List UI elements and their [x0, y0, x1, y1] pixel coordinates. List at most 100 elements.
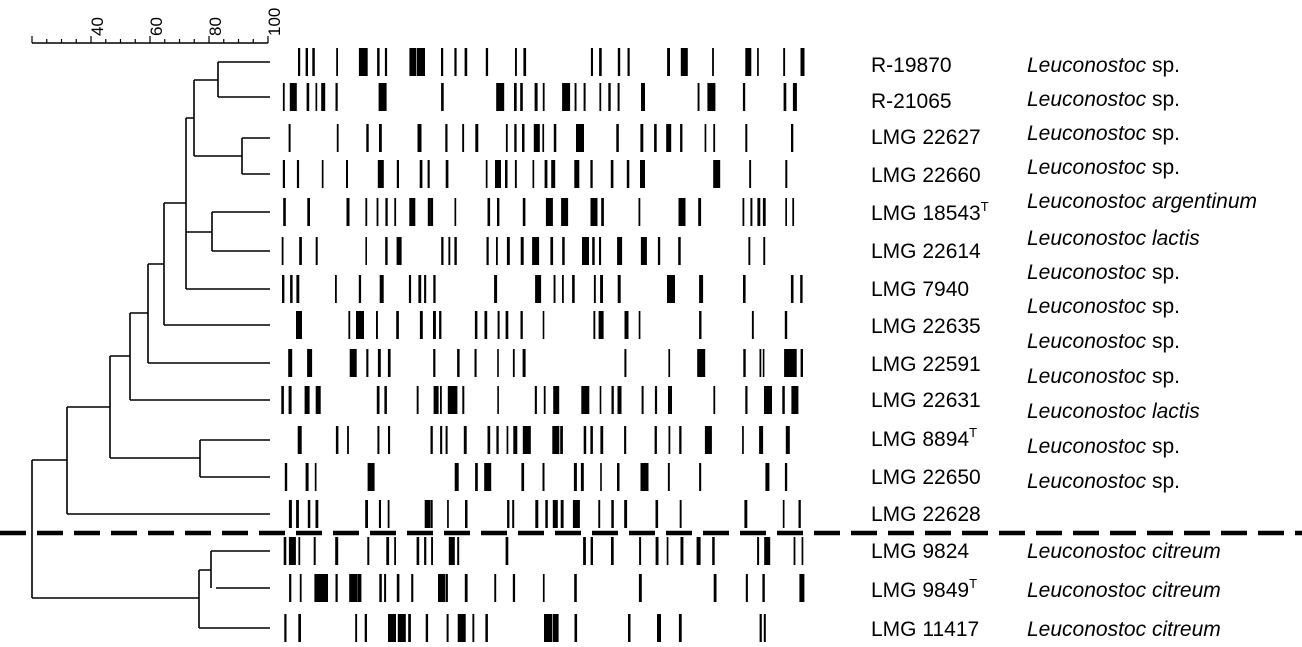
- fingerprint-band: [335, 83, 338, 111]
- fingerprint-band: [544, 160, 548, 188]
- fingerprint-band: [384, 386, 387, 414]
- fingerprint-band: [464, 574, 468, 602]
- fingerprint-band: [590, 198, 598, 226]
- fingerprint-band: [783, 48, 786, 76]
- fingerprint-band: [561, 198, 569, 226]
- fingerprint-band: [542, 83, 545, 111]
- fingerprint-band: [366, 124, 369, 152]
- species-epithet: sp.: [1152, 470, 1180, 493]
- species-genus: Leuconostoc: [1027, 470, 1152, 493]
- fingerprint-band: [289, 574, 292, 602]
- fingerprint-band: [497, 349, 499, 377]
- sample-labels: R-19870 Leuconostoc sp. R-21065 Leuconostoc…: [871, 54, 1257, 641]
- fingerprint-band: [799, 574, 805, 602]
- fingerprint-band: [424, 537, 427, 565]
- fingerprint-band: [440, 426, 443, 454]
- fingerprint-band: [356, 311, 364, 339]
- fingerprint-band: [624, 349, 627, 377]
- cluster-node-10: [67, 356, 111, 458]
- fingerprint-band: [388, 614, 396, 642]
- species-epithet: citreum: [1152, 540, 1221, 563]
- fingerprint-band: [544, 614, 552, 642]
- fingerprint-band: [654, 386, 658, 414]
- fingerprint-band: [610, 160, 614, 188]
- fingerprint-band: [305, 48, 308, 76]
- fingerprint-band: [590, 537, 593, 565]
- species-label: Leuconostoc citreum: [1027, 540, 1221, 563]
- fingerprint-band: [358, 48, 367, 76]
- fingerprint-band: [306, 83, 310, 111]
- fingerprint-band: [487, 198, 491, 226]
- cluster-node-8: [110, 313, 131, 400]
- species-epithet: sp.: [1152, 295, 1180, 318]
- fingerprint-band: [791, 349, 797, 377]
- fingerprint-band: [666, 537, 669, 565]
- fingerprint-band: [783, 83, 787, 111]
- fingerprint-band: [464, 48, 468, 76]
- fingerprint-band: [307, 349, 313, 377]
- fingerprint-band: [599, 237, 602, 265]
- species-epithet: argentinum: [1152, 190, 1257, 213]
- fingerprint-band: [408, 614, 411, 642]
- species-genus: Leuconostoc: [1027, 88, 1152, 111]
- fingerprint-band: [522, 426, 531, 454]
- fingerprint-band: [699, 463, 702, 491]
- fingerprint-band: [668, 426, 671, 454]
- fingerprint-band: [377, 426, 380, 454]
- species-epithet: sp.: [1152, 261, 1180, 284]
- fingerprint-band: [439, 311, 442, 339]
- cluster-node-11: [32, 407, 68, 514]
- fingerprint-band: [617, 237, 623, 265]
- fingerprint-band: [397, 614, 406, 642]
- fingerprint-band: [447, 500, 449, 528]
- fingerprint-band: [364, 48, 368, 76]
- fingerprint-band: [784, 349, 793, 377]
- fingerprint-band: [457, 537, 460, 565]
- fingerprint-band: [617, 275, 621, 303]
- fingerprint-band: [379, 275, 384, 303]
- fingerprint-band: [433, 386, 439, 414]
- fingerprint-band: [411, 574, 414, 602]
- species-epithet: citreum: [1152, 579, 1221, 602]
- fingerprint-band: [408, 275, 412, 303]
- species-label: Leuconostoc sp.: [1027, 435, 1180, 458]
- species-epithet: sp.: [1152, 365, 1180, 388]
- fingerprint-band: [409, 198, 416, 226]
- dendrogram-tree: [31, 61, 270, 629]
- fingerprint-band: [376, 386, 380, 414]
- fingerprint-band: [441, 83, 444, 111]
- fingerprint-band: [445, 426, 448, 454]
- species-genus: Leuconostoc: [1027, 540, 1152, 563]
- fingerprint-band: [512, 574, 516, 602]
- fingerprint-band: [430, 426, 433, 454]
- fingerprint-band: [346, 160, 348, 188]
- fingerprint-band: [475, 463, 478, 491]
- strain-label: LMG 22591: [871, 353, 981, 376]
- species-label: Leuconostoc lactis: [1027, 400, 1200, 423]
- fingerprint-band: [445, 574, 448, 602]
- fingerprint-band: [713, 160, 721, 188]
- fingerprint-band: [378, 500, 381, 528]
- fingerprint-band: [598, 500, 601, 528]
- species-genus: Leuconostoc: [1027, 261, 1152, 284]
- fingerprint-band: [617, 83, 620, 111]
- fingerprint-band: [281, 237, 284, 265]
- fingerprint-band: [335, 574, 338, 602]
- species-label: Leuconostoc sp.: [1027, 156, 1180, 179]
- fingerprint-band: [296, 160, 300, 188]
- type-strain-marker: T: [981, 199, 989, 214]
- fingerprint-band: [657, 614, 661, 642]
- fingerprint-band: [485, 48, 489, 76]
- fingerprint-band: [542, 463, 545, 491]
- fingerprint-band: [296, 500, 299, 528]
- fingerprint-band: [679, 500, 682, 528]
- species-genus: Leuconostoc: [1027, 400, 1152, 423]
- fingerprint-band: [666, 124, 672, 152]
- fingerprint-band: [750, 198, 753, 226]
- species-genus: Leuconostoc: [1027, 435, 1152, 458]
- fingerprint-band: [798, 500, 801, 528]
- fingerprint-band: [366, 349, 369, 377]
- fingerprint-band: [521, 463, 525, 491]
- species-genus: Leuconostoc: [1027, 122, 1152, 145]
- fingerprint-band: [593, 275, 596, 303]
